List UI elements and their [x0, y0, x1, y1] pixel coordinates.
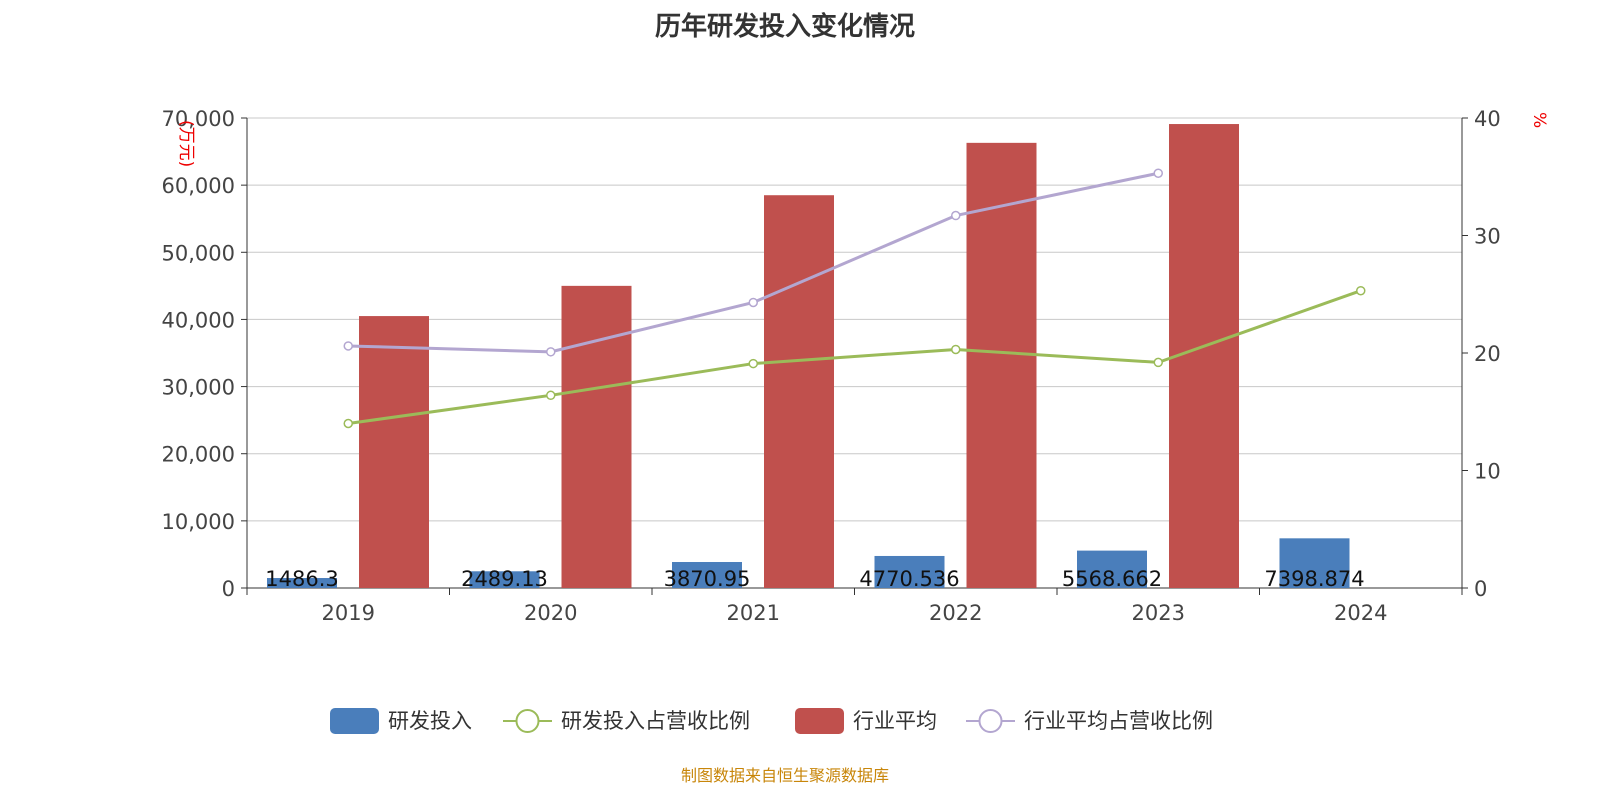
bar-data-label: 3870.95 — [664, 567, 751, 591]
right-tick-label: 20 — [1474, 342, 1501, 366]
bar-industry-avg — [359, 316, 429, 588]
bar-rd-investment — [469, 571, 540, 588]
line-point — [748, 297, 758, 308]
line-industry-ratio — [348, 171, 1159, 354]
line-point — [546, 390, 556, 401]
line-point — [1153, 168, 1163, 178]
right-tick-label: 40 — [1474, 107, 1501, 131]
line-point — [951, 210, 961, 221]
bar-rd-investment — [672, 562, 742, 588]
left-tick-label: 50,000 — [162, 241, 235, 265]
source-note: 制图数据来自恒生聚源数据库 — [680, 766, 889, 785]
left-tick-label: 20,000 — [162, 443, 235, 467]
bar-data-label: 4770.536 — [859, 567, 959, 591]
right-tick-label: 0 — [1474, 577, 1487, 601]
legend-swatch — [795, 708, 844, 734]
legend-label: 行业平均占营收比例 — [1024, 709, 1213, 733]
x-tick-label: 2022 — [929, 601, 982, 625]
left-tick-label: 30,000 — [162, 376, 235, 400]
line-point — [1153, 357, 1163, 368]
line-point — [343, 341, 353, 351]
x-tick-label: 2019 — [322, 601, 375, 625]
right-axis-unit: % — [1529, 112, 1549, 128]
left-tick-label: 60,000 — [162, 174, 235, 198]
bar-data-label: 7398.874 — [1264, 567, 1364, 591]
bar-rd-investment — [267, 578, 337, 588]
x-tick-label: 2020 — [524, 601, 577, 625]
legend-label: 研发投入 — [388, 709, 472, 733]
bar-industry-avg — [764, 195, 834, 588]
bar-data-label: 5568.662 — [1062, 567, 1162, 591]
chart-svg: 0 10,000 20,000 30,000 40,000 50,000 60,000 70,… — [162, 107, 1549, 734]
left-axis-unit: (万元) — [176, 120, 196, 167]
bar-data-label: 1486.3 — [265, 567, 338, 591]
right-tick-label: 30 — [1474, 225, 1501, 249]
left-tick-label: 10,000 — [162, 510, 235, 534]
legend-swatch — [978, 709, 1003, 733]
x-tick-label: 2023 — [1132, 601, 1185, 625]
legend-label: 行业平均 — [853, 709, 937, 733]
x-tick-label: 2024 — [1334, 601, 1387, 625]
bar-rd-investment — [1077, 550, 1147, 588]
line-point — [546, 347, 556, 357]
line-point — [343, 418, 353, 429]
right-tick-label: 10 — [1474, 460, 1501, 484]
bar-industry-avg — [966, 142, 1037, 589]
left-tick-label: 40,000 — [162, 308, 235, 332]
bar-rd-investment — [1279, 538, 1350, 588]
bar-rd-investment — [874, 555, 945, 588]
line-point — [748, 358, 758, 369]
line-point — [1356, 285, 1366, 296]
legend-label: 研发投入占营收比例 — [561, 709, 750, 733]
legend-swatch — [515, 709, 540, 733]
line-rd-ratio — [348, 289, 1362, 425]
left-tick-label: 0 — [222, 577, 235, 601]
chart-title: 历年研发投入变化情况 — [654, 12, 915, 42]
bar-industry-avg — [561, 285, 632, 588]
left-tick-label: 70,000 — [162, 107, 235, 131]
x-tick-label: 2021 — [727, 601, 780, 625]
bar-data-label: 2489.13 — [461, 567, 548, 591]
legend-swatch — [330, 708, 379, 734]
line-point — [951, 344, 961, 355]
